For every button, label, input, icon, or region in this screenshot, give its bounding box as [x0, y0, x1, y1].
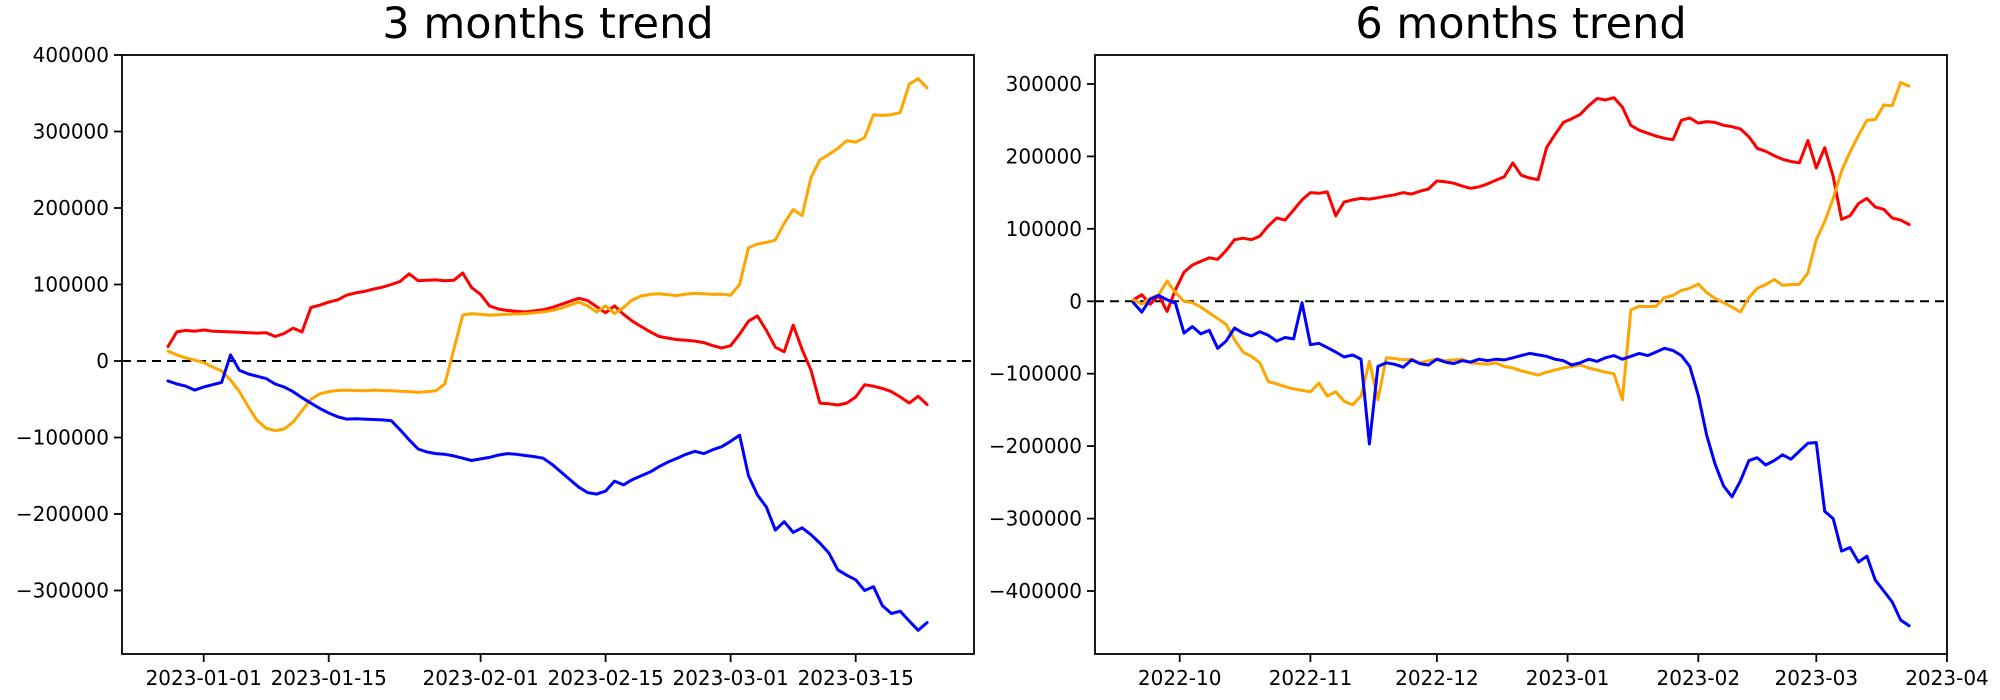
y-tick-label: 300000: [1006, 72, 1082, 96]
right-chart-plot: 2022-10 2022-11 2022-12 2023-01 2023-02 2023-…: [989, 54, 1989, 690]
series-red-line: [166, 271, 929, 407]
x-tick-label: 2022-12: [1395, 666, 1479, 690]
x-tick-label: 2023-03-01: [672, 666, 788, 690]
series-orange-line: [1131, 81, 1911, 407]
y-tick-label: 0: [1069, 289, 1082, 313]
x-tick-label: 2023-03: [1775, 666, 1859, 690]
right-chart: 6 months trend 2022-10 2022-11 2022-12 2023…: [989, 0, 1989, 690]
plot-border: [121, 54, 975, 655]
x-tick-label: 2023-01-01: [146, 666, 262, 690]
x-tick-label: 2023-01: [1526, 666, 1610, 690]
y-tick-label: −300000: [989, 507, 1082, 531]
x-tick-label: 2023-01-15: [271, 666, 387, 690]
x-tick-label: 2023-03-15: [798, 666, 914, 690]
right-chart-title: 6 months trend: [1355, 0, 1686, 49]
series-orange-line: [166, 77, 929, 433]
series-red-line: [1131, 96, 1911, 313]
x-tick-label: 2023-02-01: [422, 666, 538, 690]
y-tick-label: 200000: [33, 196, 109, 220]
y-tick-label: −300000: [16, 579, 109, 603]
y-tick-label: −200000: [16, 502, 109, 526]
plot-border: [1094, 54, 1948, 655]
x-tick-label: 2023-04: [1905, 666, 1989, 690]
y-tick-label: −200000: [989, 434, 1082, 458]
series-blue-line: [166, 353, 929, 632]
series-blue-line: [1131, 294, 1911, 628]
left-chart-plot: 2023-01-01 2023-01-15 2023-02-01 2023-02-15…: [16, 43, 975, 690]
y-tick-label: 100000: [33, 273, 109, 297]
y-tick-label: 200000: [1006, 144, 1082, 168]
y-tick-label: −400000: [989, 579, 1082, 603]
y-tick-label: −100000: [989, 362, 1082, 386]
y-tick-label: 100000: [1006, 217, 1082, 241]
y-tick-label: 0: [96, 349, 109, 373]
y-tick-label: 300000: [33, 120, 109, 144]
x-tick-label: 2023-02-15: [547, 666, 663, 690]
y-tick-label: 400000: [33, 43, 109, 67]
x-tick-label: 2022-11: [1269, 666, 1353, 690]
y-tick-label: −100000: [16, 426, 109, 450]
x-tick-label: 2023-02: [1657, 666, 1741, 690]
left-chart: 3 months trend 2023-01-01 2023-01-15 2023-…: [16, 0, 975, 690]
left-chart-title: 3 months trend: [382, 0, 713, 49]
x-tick-label: 2022-10: [1138, 666, 1222, 690]
